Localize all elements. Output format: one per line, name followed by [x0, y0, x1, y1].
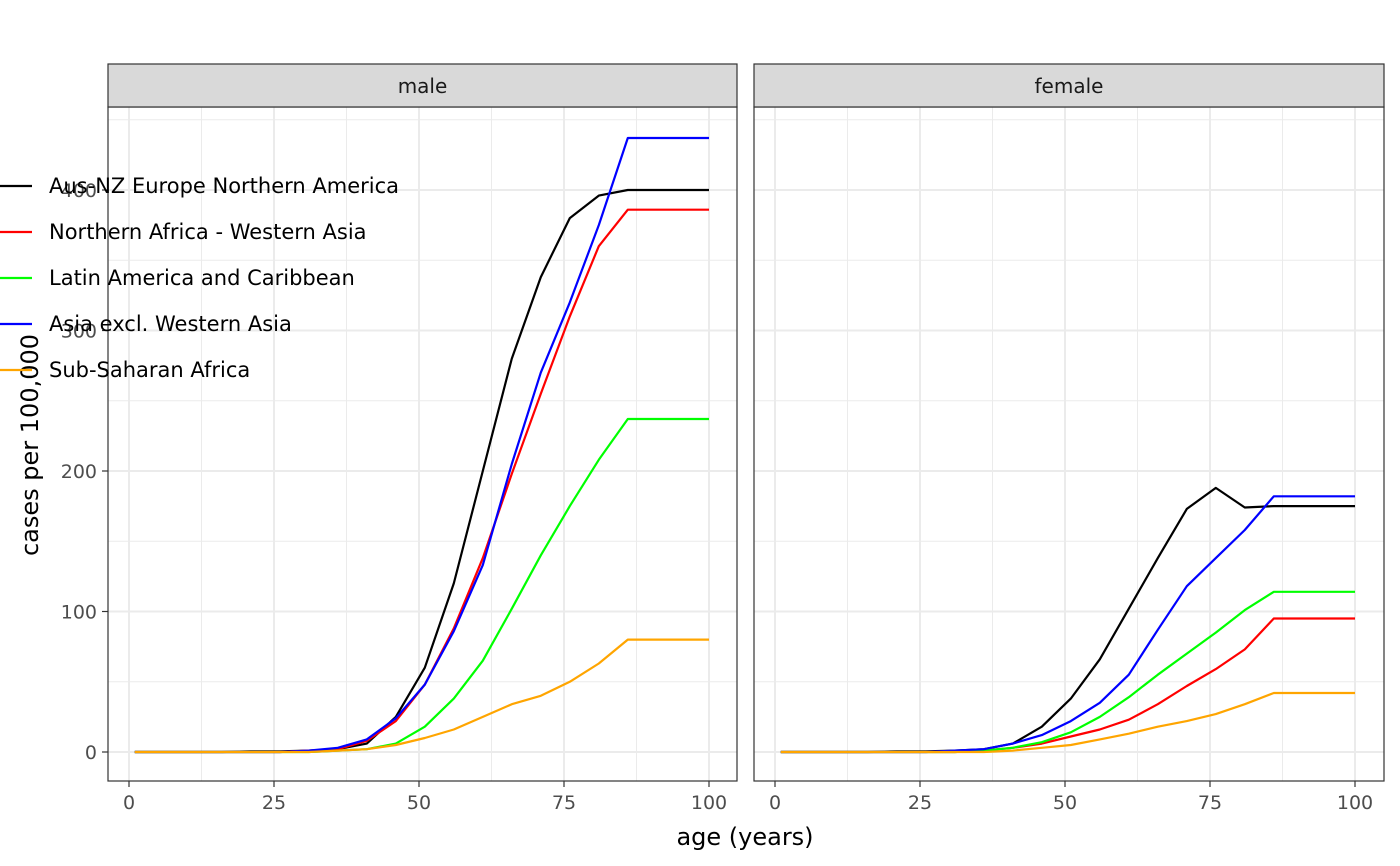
x-tick-label: 75 [552, 792, 576, 814]
panel-background [754, 107, 1384, 781]
x-axis-title: age (years) [676, 823, 813, 851]
legend-label: Sub-Saharan Africa [49, 358, 250, 382]
legend-label: Asia excl. Western Asia [49, 312, 292, 336]
legend-label: Northern Africa - Western Asia [49, 220, 367, 244]
y-axis-title: cases per 100,000 [16, 334, 44, 556]
x-tick-label: 25 [262, 792, 286, 814]
y-tick-label: 400 [61, 180, 97, 202]
legend-label: Aus-NZ Europe Northern America [49, 174, 399, 198]
x-tick-label: 50 [407, 792, 431, 814]
panel-background [108, 107, 737, 781]
x-tick-label: 0 [769, 792, 781, 814]
panel-female: female 0 25 50 75 100 [753, 63, 1385, 814]
y-tick-label: 100 [61, 602, 97, 624]
series-line-female-4 [780, 691, 1355, 754]
strip-label: female [1035, 74, 1104, 98]
y-tick-label: 300 [61, 321, 97, 343]
x-tick-label: 100 [691, 792, 727, 814]
x-tick-label: 100 [1337, 792, 1373, 814]
y-tick-label: 200 [61, 461, 97, 483]
panel-male: male 0 25 50 75 100 [107, 63, 738, 814]
series-line-male-4 [134, 638, 709, 754]
y-tick-label: 0 [85, 742, 97, 764]
strip-label: male [398, 74, 448, 98]
x-tick-label: 50 [1053, 792, 1077, 814]
legend-label: Latin America and Caribbean [49, 266, 355, 290]
x-tick-label: 25 [908, 792, 932, 814]
strip-background [107, 63, 738, 108]
x-tick-label: 0 [123, 792, 135, 814]
strip-background [753, 63, 1385, 108]
x-tick-label: 75 [1198, 792, 1222, 814]
legend: Aus-NZ Europe Northern America Northern A… [0, 174, 399, 382]
